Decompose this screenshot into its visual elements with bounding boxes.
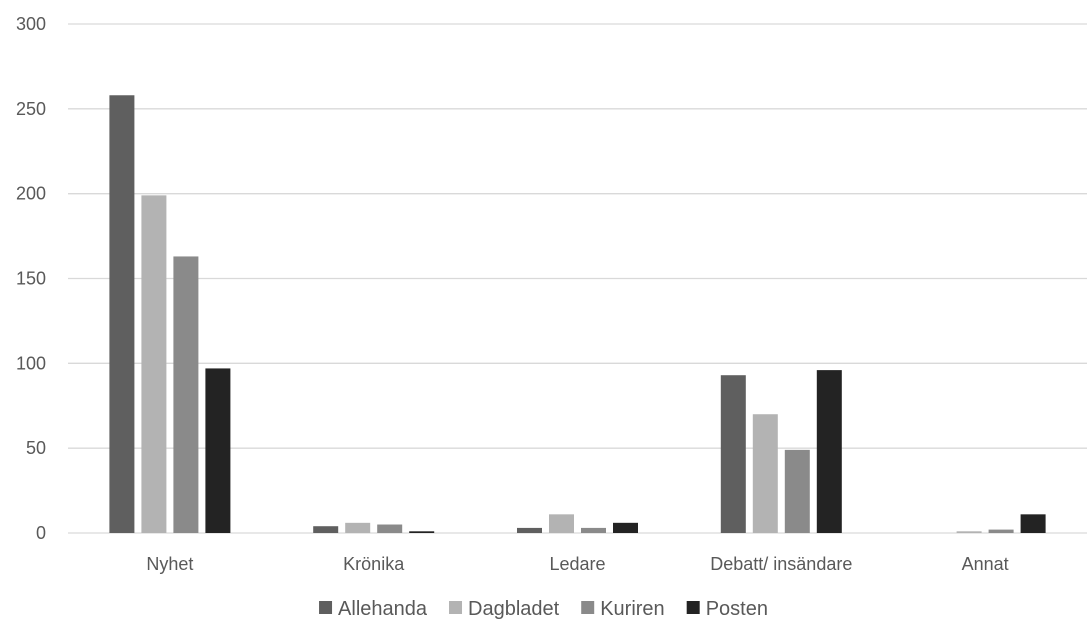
x-tick-label: Ledare	[549, 554, 605, 574]
bar	[345, 522, 371, 533]
legend-swatch	[319, 601, 333, 614]
bar	[377, 524, 403, 533]
y-tick-label: 200	[16, 184, 46, 204]
x-tick-label: Krönika	[343, 554, 405, 574]
bar	[720, 375, 746, 533]
bar	[109, 95, 135, 533]
legend-swatch	[581, 601, 595, 614]
y-axis: 0 50 100 150 200 250 300	[16, 14, 46, 543]
bar	[517, 527, 542, 533]
bar	[205, 368, 231, 533]
legend-swatch	[449, 601, 463, 614]
bar	[141, 195, 167, 533]
y-tick-label: 150	[16, 269, 46, 289]
bar	[956, 531, 982, 533]
bars	[109, 95, 1046, 533]
bar	[1020, 514, 1046, 533]
bar	[613, 522, 638, 533]
legend-label: Kuriren	[600, 598, 664, 620]
bar	[752, 414, 778, 533]
y-tick-label: 100	[16, 353, 46, 373]
legend-label: Allehanda	[338, 598, 428, 620]
legend-label: Dagbladet	[468, 598, 560, 620]
y-tick-label: 300	[16, 14, 46, 34]
bar	[173, 256, 199, 533]
legend: Allehanda Dagbladet Kuriren Posten	[319, 598, 768, 620]
x-axis: Nyhet Krönika Ledare Debatt/ insändare Annat	[146, 554, 1008, 574]
y-tick-label: 0	[36, 523, 46, 543]
bar	[313, 526, 339, 533]
bar	[816, 370, 842, 533]
bar	[409, 531, 435, 533]
y-tick-label: 50	[26, 438, 46, 458]
bar	[581, 527, 606, 533]
x-tick-label: Debatt/ insändare	[710, 554, 852, 574]
y-tick-label: 250	[16, 99, 46, 119]
legend-label: Posten	[706, 598, 768, 620]
bar	[784, 449, 810, 533]
x-tick-label: Annat	[962, 554, 1009, 574]
gridlines	[68, 23, 1087, 534]
legend-swatch	[686, 601, 700, 614]
x-tick-label: Nyhet	[146, 554, 193, 574]
bar	[549, 514, 574, 533]
bar	[988, 529, 1014, 533]
